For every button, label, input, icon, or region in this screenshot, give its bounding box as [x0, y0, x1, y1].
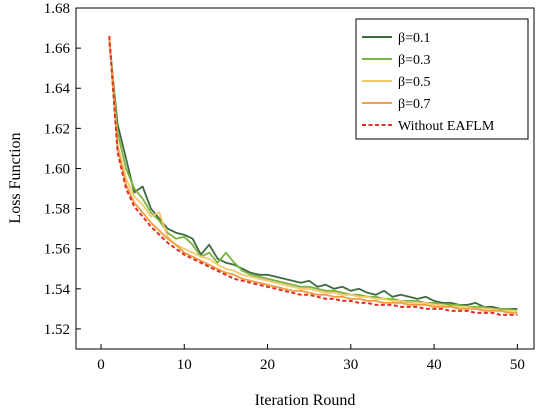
y-tick-label: 1.56 [44, 242, 71, 258]
x-tick-label: 20 [260, 357, 275, 373]
y-tick-label: 1.66 [44, 41, 71, 57]
series-line-0 [108, 42, 518, 310]
series-line-4 [108, 36, 518, 316]
legend-label: β=0.1 [398, 31, 431, 46]
series-line-1 [108, 38, 518, 312]
legend-label: β=0.5 [398, 75, 431, 90]
y-tick-label: 1.62 [44, 121, 70, 137]
x-tick-label: 50 [510, 357, 525, 373]
y-tick-label: 1.68 [44, 1, 70, 17]
y-tick-label: 1.60 [44, 161, 70, 177]
y-tick-label: 1.52 [44, 322, 70, 338]
y-tick-label: 1.54 [44, 282, 71, 298]
x-tick-label: 40 [427, 357, 442, 373]
legend-label: Without EAFLM [398, 119, 495, 134]
legend-label: β=0.3 [398, 53, 431, 68]
y-tick-label: 1.64 [44, 81, 71, 97]
axis-ticks: 0 10 20 30 40 50 1.52 1.54 1.56 1.58 1.60 1.62 1.64 1… [44, 1, 525, 373]
y-axis-title: Loss Function [7, 132, 24, 223]
x-tick-label: 30 [343, 357, 358, 373]
x-axis-title: Iteration Round [255, 392, 356, 409]
legend: β=0.1 β=0.3 β=0.5 β=0.7 Without EAFLM [355, 18, 529, 140]
chart-marks [108, 36, 518, 316]
legend-label: β=0.7 [398, 97, 431, 112]
y-tick-label: 1.58 [44, 202, 70, 218]
series-line-3 [108, 36, 518, 314]
x-tick-label: 0 [97, 357, 105, 373]
legend-box [355, 18, 529, 140]
x-tick-label: 10 [177, 357, 192, 373]
